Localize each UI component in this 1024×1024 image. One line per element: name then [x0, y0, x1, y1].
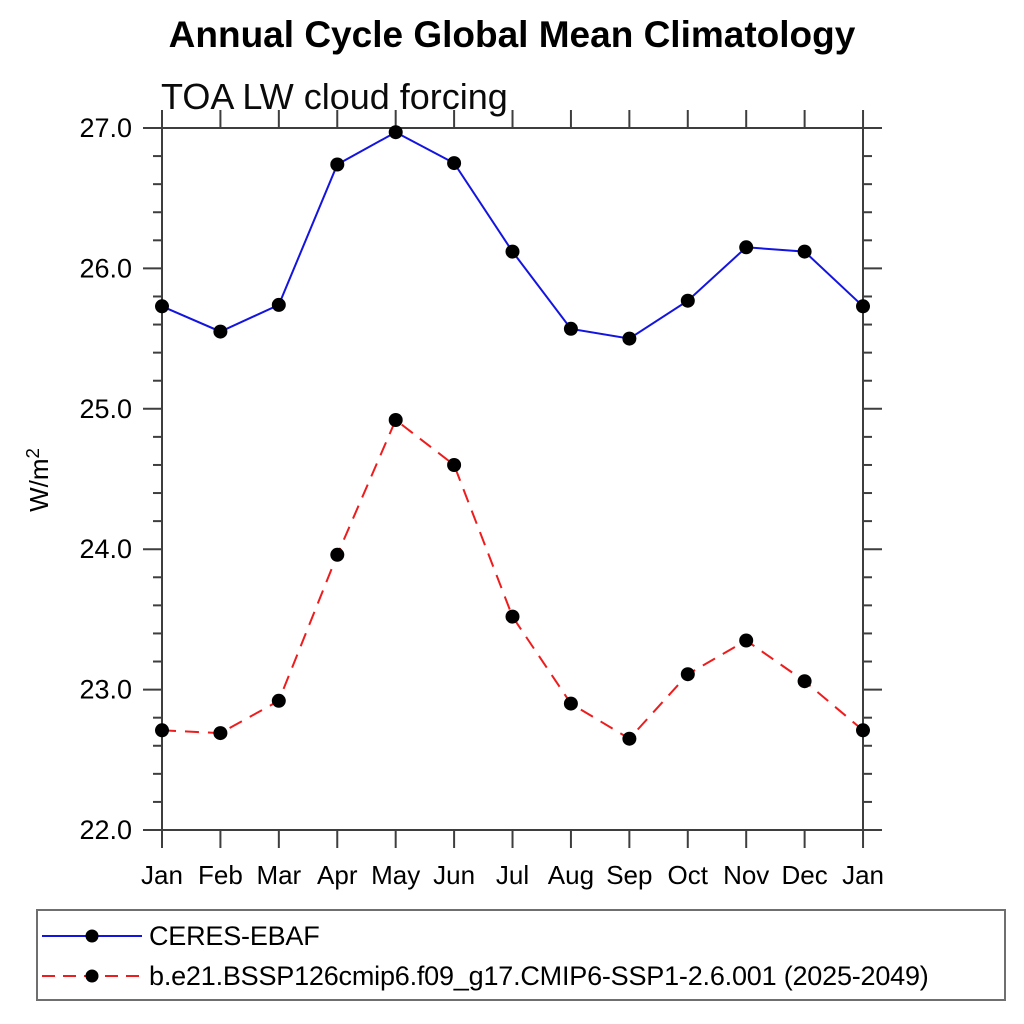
data-point-marker-s1 [856, 723, 870, 738]
data-point-marker-s1 [505, 609, 520, 624]
x-tick-label: Feb [198, 860, 243, 890]
data-point-marker-s0 [155, 299, 169, 314]
data-point-marker-s0 [213, 324, 228, 339]
x-tick-label: Nov [723, 860, 769, 890]
data-point-marker-s1 [797, 674, 812, 689]
data-point-marker-s0 [505, 244, 520, 259]
data-point-marker-s1 [447, 458, 462, 472]
x-tick-label: Jan [141, 860, 183, 890]
legend-item-ceres-ebaf: CERES-EBAF [38, 916, 1004, 956]
legend-item-model-run: b.e21.BSSP126cmip6.f09_g17.CMIP6-SSP1-2.… [38, 956, 1004, 996]
x-tick-label: Apr [317, 860, 358, 890]
legend-sample-marker [85, 929, 99, 943]
x-tick-label: May [371, 860, 420, 890]
data-point-marker-s1 [680, 667, 695, 682]
data-point-marker-s0 [271, 297, 286, 312]
data-point-marker-s0 [739, 240, 754, 255]
data-point-marker-s0 [563, 321, 578, 336]
legend-label: b.e21.BSSP126cmip6.f09_g17.CMIP6-SSP1-2.… [149, 960, 929, 991]
data-point-marker-s0 [856, 299, 870, 314]
x-tick-label: Jul [496, 860, 529, 890]
legend-sample-marker [85, 969, 99, 983]
data-point-marker-s1 [388, 413, 403, 427]
legend-label: CERES-EBAF [149, 920, 320, 951]
y-tick-label: 22.0 [79, 815, 132, 845]
y-tick-label: 23.0 [79, 675, 132, 705]
x-tick-label: Jan [842, 860, 884, 890]
data-point-marker-s1 [155, 723, 169, 738]
data-point-marker-s0 [447, 156, 462, 171]
y-tick-label: 25.0 [79, 394, 132, 424]
chart-subtitle: TOA LW cloud forcing [161, 76, 508, 117]
legend-line-sample-blue [42, 929, 142, 943]
data-point-marker-s1 [271, 693, 286, 708]
data-point-marker-s0 [330, 157, 345, 172]
legend-box: CERES-EBAF b.e21.BSSP126cmip6.f09_g17.CM… [36, 909, 1006, 1001]
data-point-marker-s0 [622, 331, 637, 346]
x-tick-label: Jun [433, 860, 475, 890]
x-tick-label: Dec [781, 860, 827, 890]
data-point-marker-s1 [739, 633, 754, 648]
x-tick-label: Mar [256, 860, 301, 890]
x-tick-label: Aug [548, 860, 594, 890]
y-tick-label: 24.0 [79, 534, 132, 564]
series-line-0 [161, 131, 864, 340]
series-line-1 [161, 418, 864, 740]
x-tick-label: Oct [668, 860, 709, 890]
chart-title: Annual Cycle Global Mean Climatology [168, 14, 856, 55]
data-point-marker-s1 [622, 731, 637, 746]
x-tick-label: Sep [606, 860, 652, 890]
data-point-marker-s0 [797, 244, 812, 259]
data-point-marker-s0 [388, 125, 403, 140]
y-axis-title: W/m2 [22, 448, 54, 512]
data-point-marker-s1 [330, 547, 345, 562]
legend-line-sample-red [42, 969, 142, 983]
y-tick-label: 27.0 [79, 113, 132, 143]
data-point-marker-s0 [680, 293, 695, 308]
y-tick-label: 26.0 [79, 253, 132, 283]
data-point-marker-s1 [213, 726, 228, 741]
data-point-marker-s1 [563, 696, 578, 711]
